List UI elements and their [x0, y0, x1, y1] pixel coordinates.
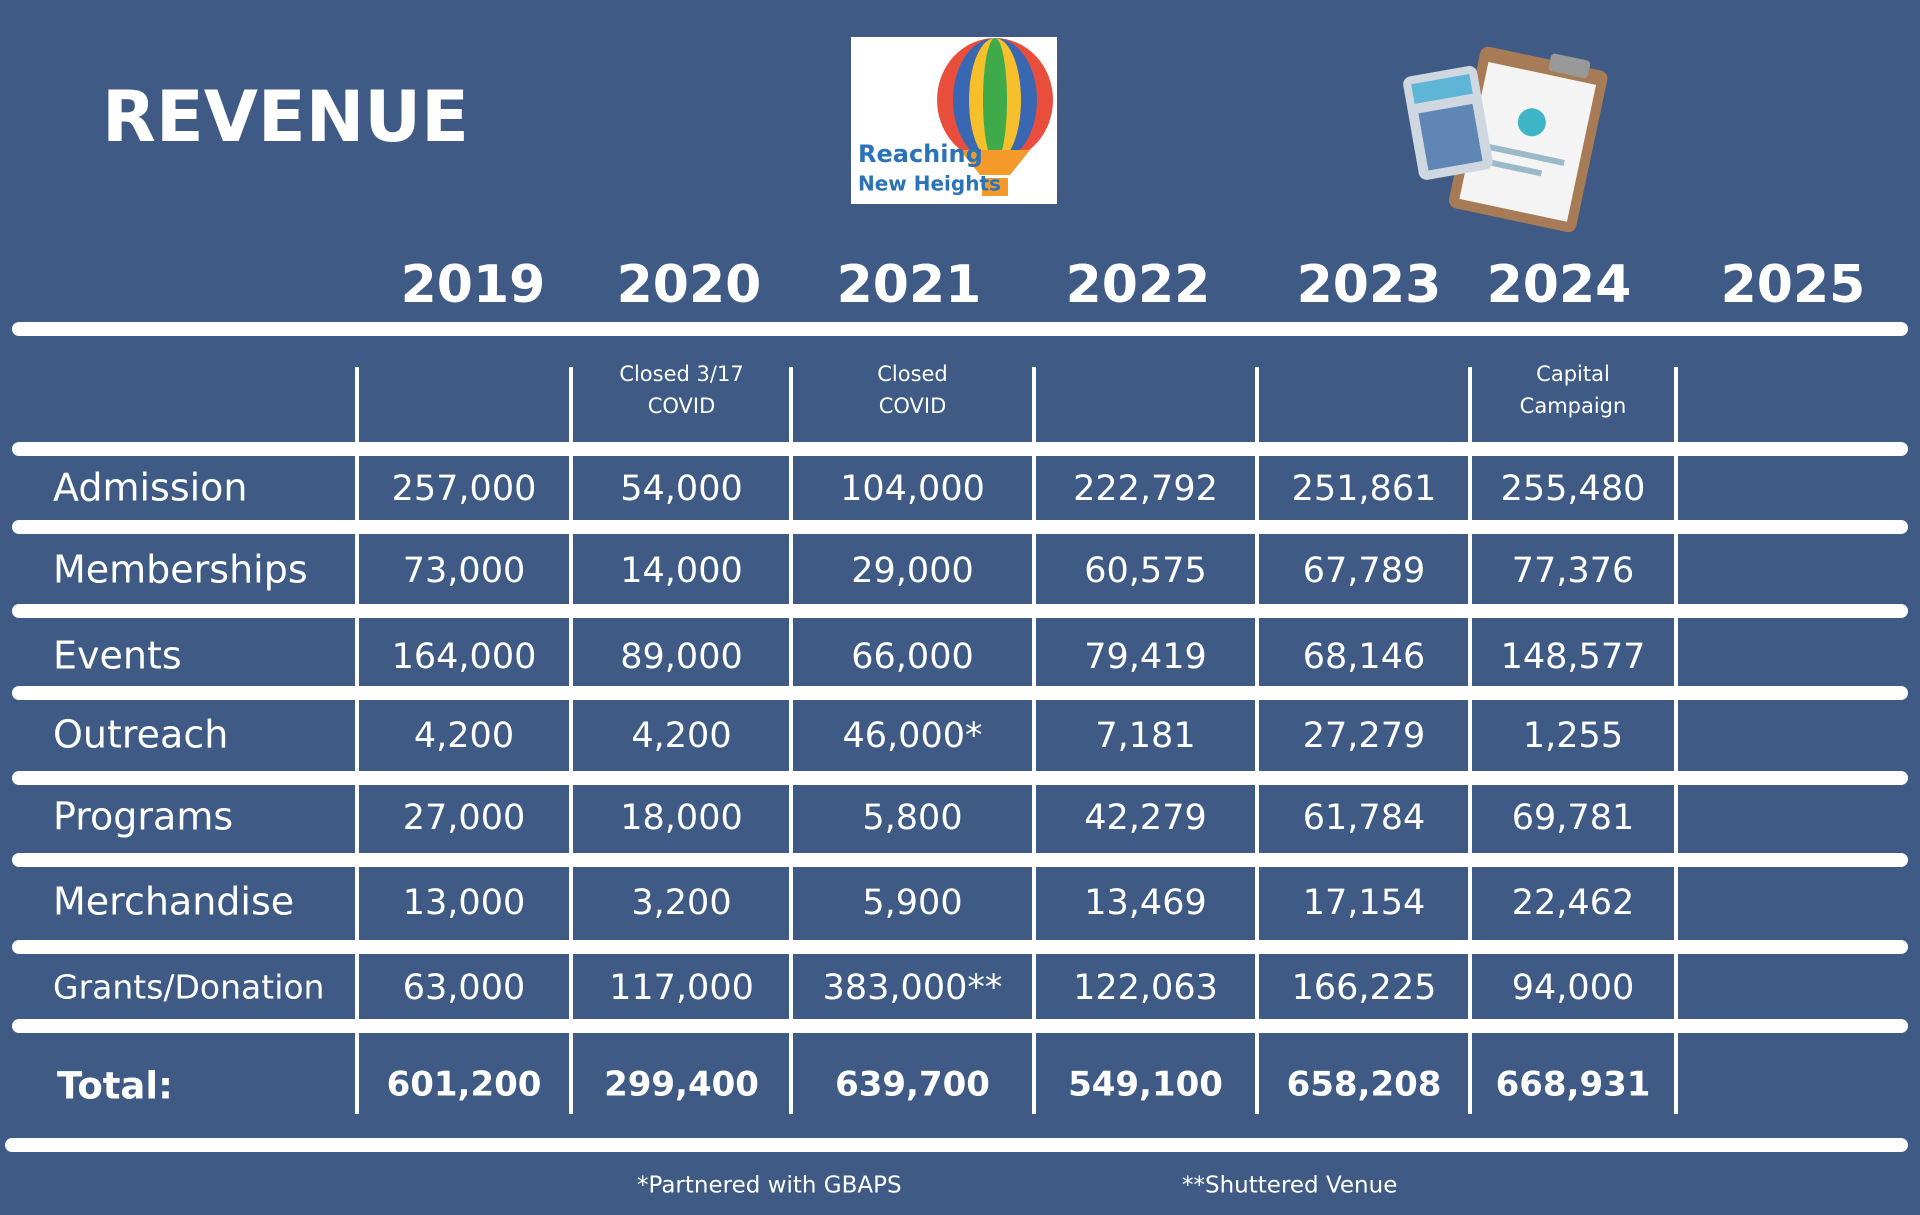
cell: 164,000: [392, 637, 537, 677]
cell: 73,000: [403, 551, 525, 591]
title: REVENUE: [102, 76, 469, 158]
cell: 18,000: [620, 798, 742, 838]
calculator: [1403, 65, 1493, 180]
cell: 60,575: [1084, 551, 1206, 591]
cell: 94,000: [1512, 968, 1634, 1008]
cell: 67,789: [1303, 551, 1425, 591]
cell: 79,419: [1084, 637, 1206, 677]
divider: [12, 322, 1908, 336]
cell: 222,792: [1073, 469, 1218, 509]
cell: 148,577: [1501, 637, 1646, 677]
total-cell: 299,400: [604, 1065, 759, 1105]
logo-text: New Heights: [858, 172, 1001, 196]
row-label: Programs: [53, 795, 233, 839]
cell: 69,781: [1512, 798, 1634, 838]
cell: 54,000: [620, 469, 742, 509]
cell: 22,462: [1512, 883, 1634, 923]
year-header: 2023: [1297, 255, 1442, 315]
row-divider: [12, 771, 1908, 785]
year-header: 2020: [617, 255, 762, 315]
cell: 13,469: [1084, 883, 1206, 923]
cell: 5,800: [862, 798, 962, 838]
column-divider: [789, 367, 793, 1114]
cell: 255,480: [1501, 469, 1646, 509]
row-divider: [12, 940, 1908, 954]
cell: 5,900: [862, 883, 962, 923]
column-note: Capital: [1536, 362, 1610, 386]
column-divider: [1468, 367, 1472, 1114]
column-note: Campaign: [1520, 394, 1627, 418]
cell: 166,225: [1292, 968, 1437, 1008]
row-label: Outreach: [53, 713, 228, 757]
cell: 251,861: [1292, 469, 1437, 509]
logo: Reaching New Heights: [851, 37, 1057, 204]
cell: 7,181: [1095, 716, 1195, 756]
cell: 61,784: [1303, 798, 1425, 838]
column-divider: [1032, 367, 1036, 1114]
cell: 29,000: [851, 551, 973, 591]
cell: 104,000: [840, 469, 985, 509]
footnote: *Partnered with GBAPS: [637, 1173, 902, 1199]
footnote: **Shuttered Venue: [1182, 1173, 1397, 1199]
total-cell: 549,100: [1068, 1065, 1223, 1105]
row-label: Memberships: [53, 548, 308, 592]
cell: 68,146: [1303, 637, 1425, 677]
table: 2019 2020 Closed 3/17 COVID 2021 Closed COVID 2…: [5, 255, 1908, 1199]
cell: 46,000*: [843, 716, 983, 756]
cell: 257,000: [392, 469, 537, 509]
cell: 1,255: [1523, 716, 1623, 756]
divider: [5, 1138, 1908, 1152]
row-divider: [12, 604, 1908, 618]
year-header: 2025: [1721, 255, 1866, 315]
row-label: Merchandise: [53, 880, 294, 924]
column-note: COVID: [879, 394, 947, 418]
cell: 27,000: [403, 798, 525, 838]
row-divider: [12, 1019, 1908, 1033]
cell: 3,200: [631, 883, 731, 923]
cell: 14,000: [620, 551, 742, 591]
year-header: 2024: [1487, 255, 1632, 315]
logo-text: Reaching: [858, 140, 983, 168]
row-divider: [12, 853, 1908, 867]
column-note: Closed 3/17: [619, 362, 743, 386]
total-cell: 658,208: [1287, 1065, 1442, 1105]
year-header: 2022: [1066, 255, 1211, 315]
cell: 66,000: [851, 637, 973, 677]
cell: 4,200: [414, 716, 514, 756]
column-divider: [1255, 367, 1259, 1114]
row-divider: [12, 442, 1908, 456]
calculator-icon: [1448, 46, 1608, 233]
column-divider: [1674, 367, 1678, 1114]
row-label: Events: [53, 634, 182, 678]
row-label: Grants/Donation: [53, 968, 324, 1007]
row-label: Admission: [53, 466, 248, 510]
cell: 27,279: [1303, 716, 1425, 756]
cell: 17,154: [1303, 883, 1425, 923]
row-divider: [12, 686, 1908, 700]
total-label: Total:: [57, 1065, 173, 1108]
cell: 63,000: [403, 968, 525, 1008]
cell: 89,000: [620, 637, 742, 677]
cell: 383,000**: [823, 968, 1003, 1008]
column-divider: [569, 367, 573, 1114]
cell: 122,063: [1073, 968, 1218, 1008]
total-cell: 601,200: [387, 1065, 542, 1105]
year-header: 2021: [837, 255, 982, 315]
cell: 4,200: [631, 716, 731, 756]
total-cell: 668,931: [1496, 1065, 1651, 1105]
cell: 117,000: [609, 968, 754, 1008]
column-divider: [355, 367, 359, 1114]
cell: 13,000: [403, 883, 525, 923]
year-header: 2019: [401, 255, 546, 315]
column-note: COVID: [648, 394, 716, 418]
cell: 42,279: [1084, 798, 1206, 838]
cell: 77,376: [1512, 551, 1634, 591]
column-note: Closed: [877, 362, 948, 386]
total-cell: 639,700: [835, 1065, 990, 1105]
row-divider: [12, 520, 1908, 534]
